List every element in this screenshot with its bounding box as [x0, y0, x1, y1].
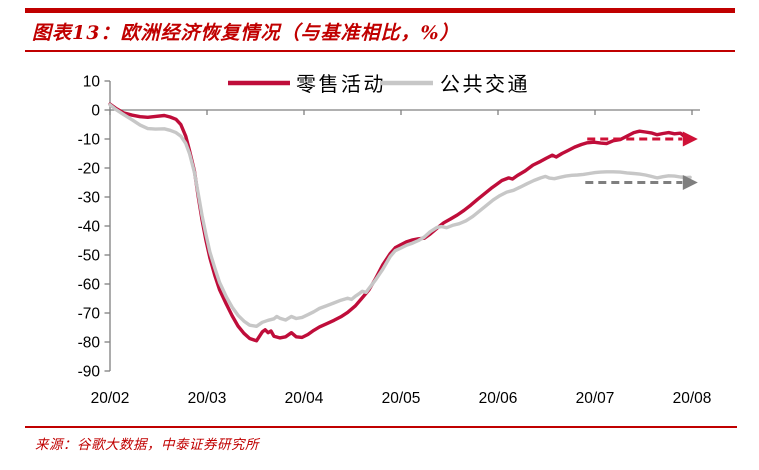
retail-series-line — [108, 102, 687, 343]
legend-label-transit: 公共交通 — [440, 72, 530, 96]
source-note: 来源：谷歌大数据，中泰证券研究所 — [35, 437, 259, 453]
line-chart: 10 0 -10 -20 -30 -40 -50 -60 -70 -80 -90 20/02 20/03… — [78, 72, 712, 407]
y-axis-label: -60 — [78, 277, 101, 294]
y-axis-label: 10 — [83, 74, 101, 91]
title-divider — [25, 50, 735, 52]
x-axis-label: 20/08 — [673, 390, 712, 407]
transit-level-arrow-head — [682, 175, 698, 190]
footer-divider — [25, 426, 737, 428]
x-axis-label: 20/03 — [188, 390, 227, 407]
y-axis-label: -30 — [78, 190, 101, 207]
x-axis-label: 20/02 — [91, 390, 130, 407]
legend-label-retail: 零售活动 — [296, 72, 386, 96]
y-axis-label: -90 — [78, 364, 101, 381]
y-axis-label: -10 — [78, 132, 101, 149]
x-axis-label: 20/04 — [285, 390, 324, 407]
y-axis-label: 0 — [91, 103, 100, 120]
y-axis-label: -20 — [78, 161, 101, 178]
y-axis-label: -50 — [78, 248, 101, 265]
transit-series-line — [108, 103, 692, 328]
top-divider — [25, 8, 735, 13]
y-axis-label: -40 — [78, 219, 101, 236]
x-axis-label: 20/05 — [382, 390, 421, 407]
x-axis-label: 20/07 — [576, 390, 615, 407]
x-axis-label: 20/06 — [479, 390, 518, 407]
y-axis-label: -80 — [78, 335, 101, 352]
y-axis-label: -70 — [78, 306, 101, 323]
figure-title: 图表13：欧洲经济恢复情况（与基准相比，%） — [32, 22, 460, 44]
retail-level-arrow-head — [682, 131, 698, 147]
